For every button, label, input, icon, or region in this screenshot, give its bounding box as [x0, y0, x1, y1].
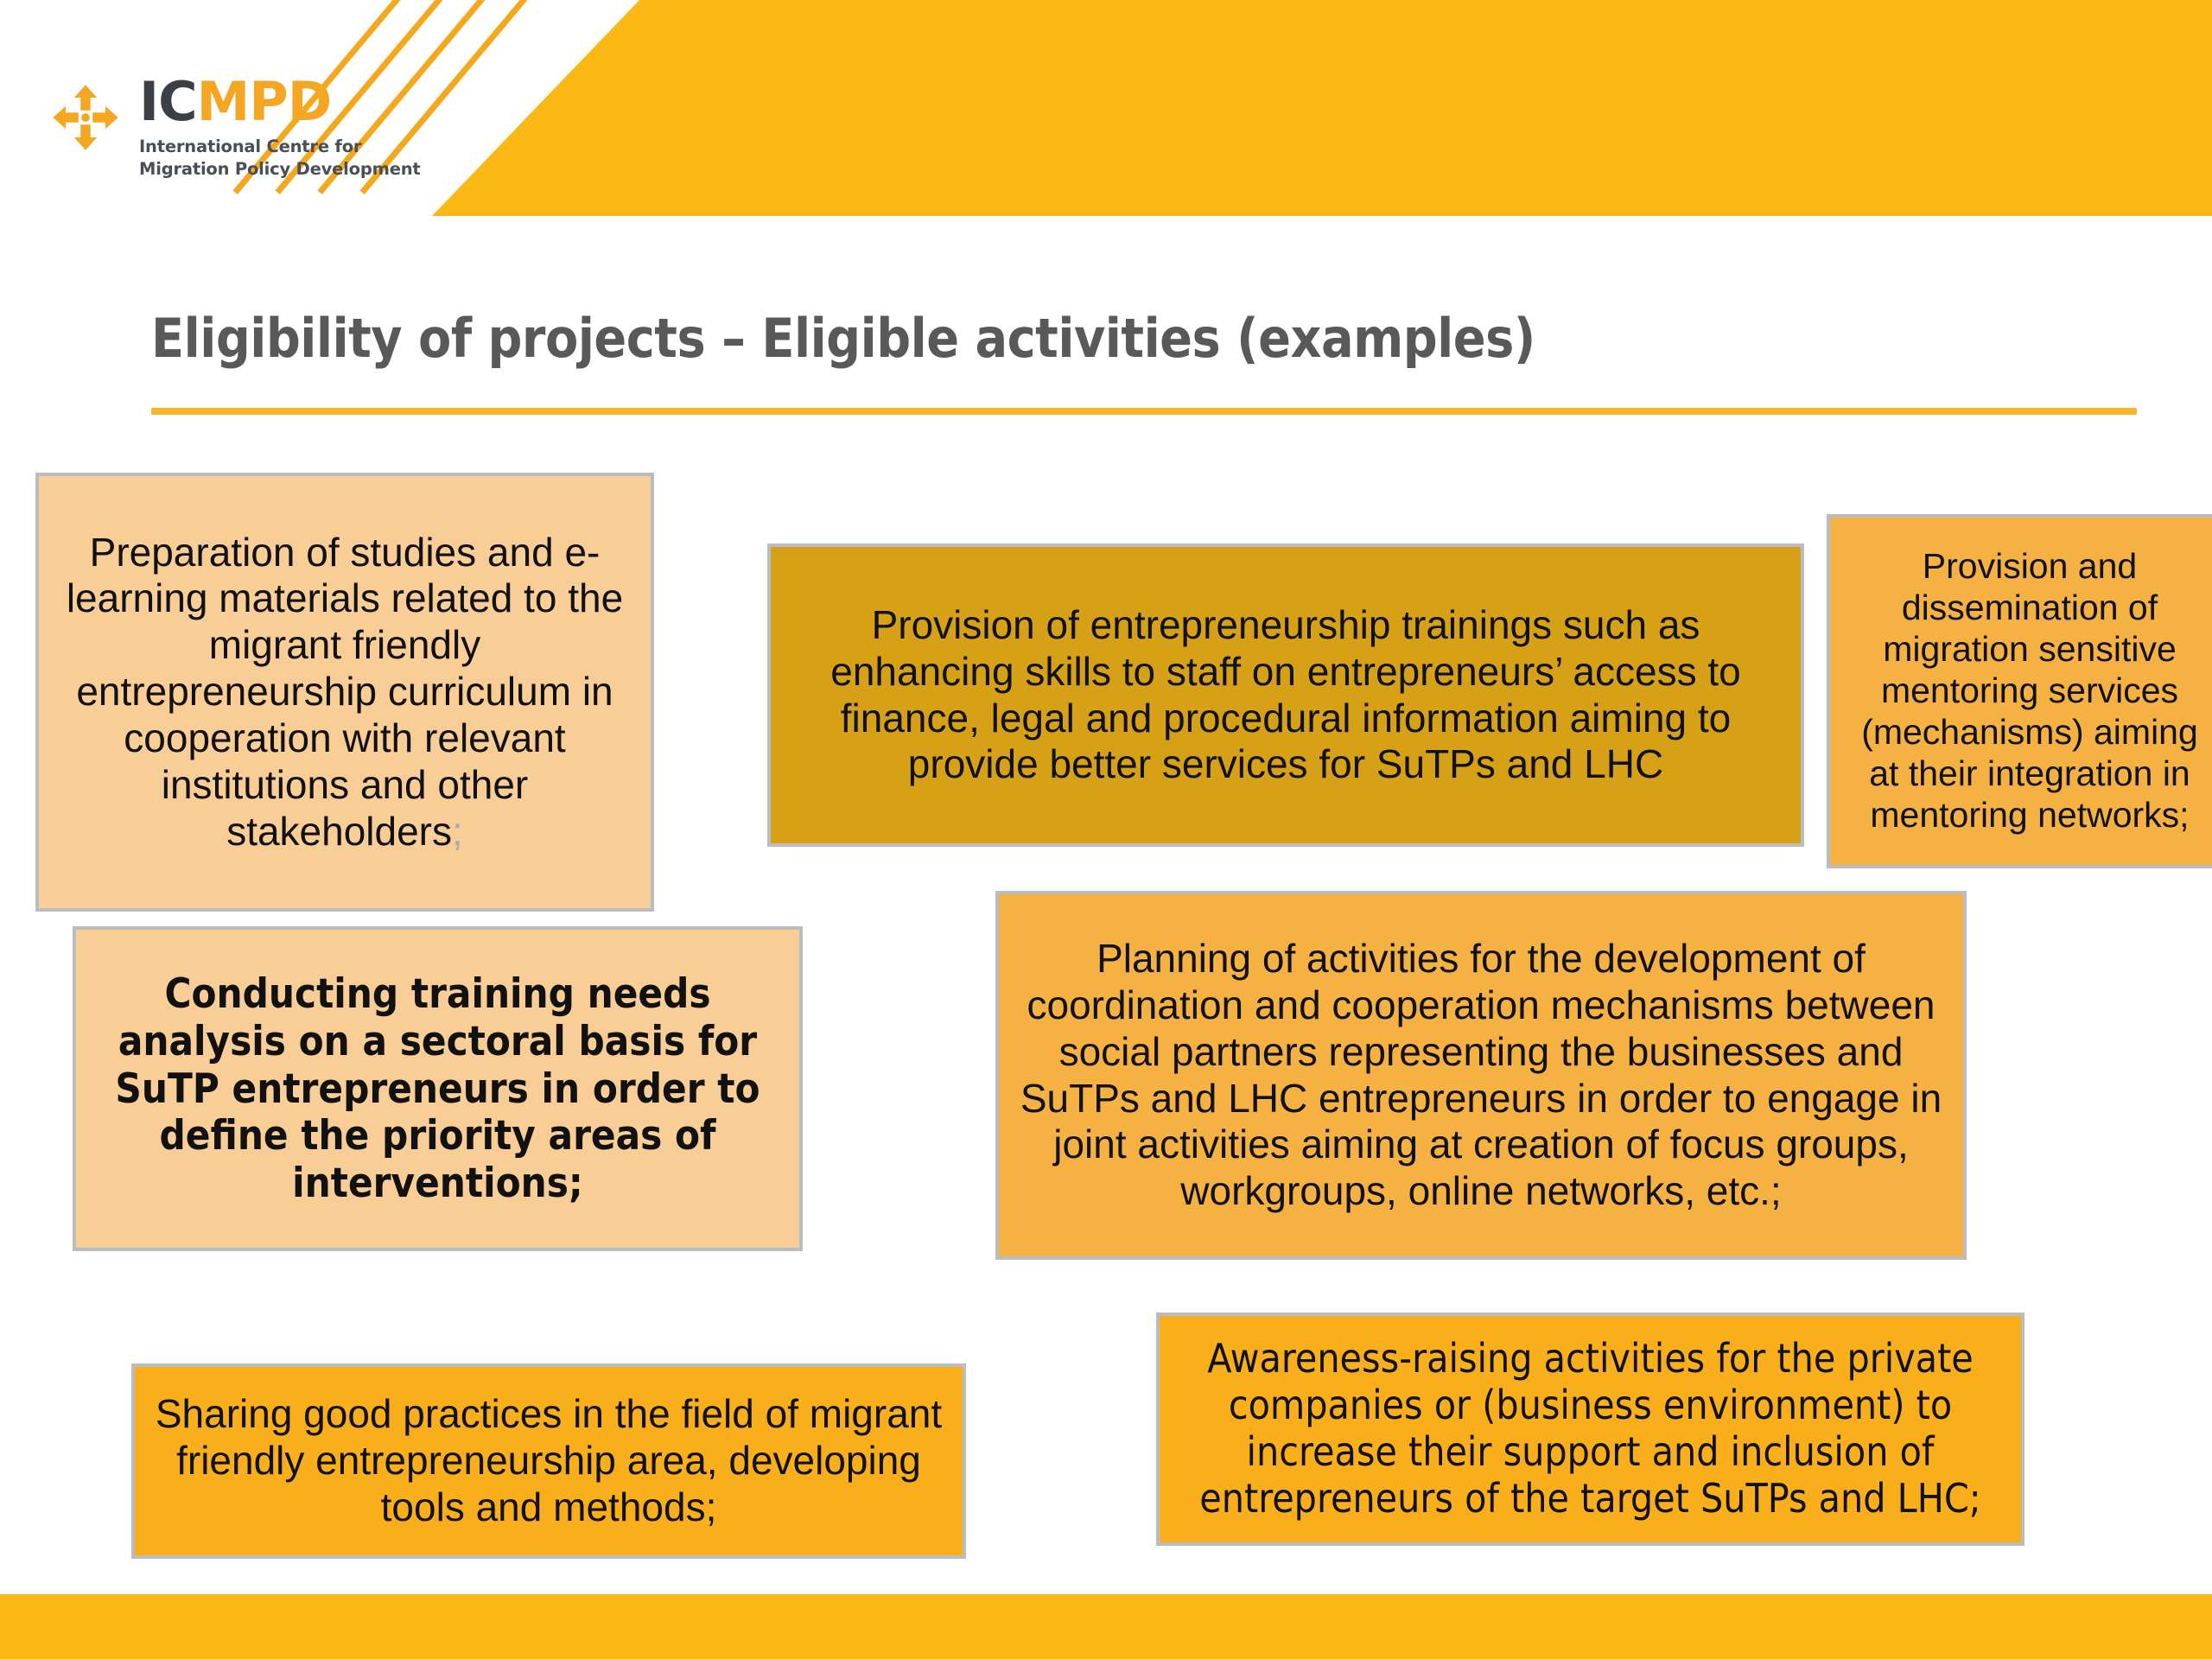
activity-box-sharing-text: Sharing good practices in the field of m… [155, 1391, 943, 1529]
four-way-arrow-icon [50, 82, 121, 153]
logo-subtitle: International Centre for Migration Polic… [139, 136, 424, 181]
banner-orange-shape [432, 0, 2212, 216]
footer-orange-bar [0, 1594, 2212, 1659]
page-title: Eligibility of projects – Eligible activ… [151, 307, 1535, 370]
activity-box-training-needs-text: Conducting training needs analysis on a … [115, 969, 760, 1208]
activity-box-awareness-text: Awareness-raising activities for the pri… [1199, 1335, 1981, 1522]
title-underline-rule [151, 408, 2137, 415]
activity-box-training-needs[interactable]: Conducting training needs analysis on a … [73, 926, 803, 1251]
activity-box-preparation[interactable]: Preparation of studies and e-learning ma… [35, 473, 654, 912]
logo-word-mpd: MPD [196, 70, 333, 133]
activity-box-preparation-text: Preparation of studies and e-learning ma… [66, 529, 624, 854]
activity-box-planning-text: Planning of activities for the developme… [1020, 936, 1942, 1214]
activity-box-mentoring-text: Provision and dissemination of migration… [1861, 546, 2198, 835]
activity-box-mentoring[interactable]: Provision and dissemination of migration… [1827, 514, 2212, 868]
activity-box-trainings[interactable]: Provision of entrepreneurship trainings … [767, 543, 1804, 847]
activity-box-planning[interactable]: Planning of activities for the developme… [995, 891, 1967, 1260]
activity-box-trainings-text: Provision of entrepreneurship trainings … [830, 601, 1741, 787]
logo-word-ic: IC [139, 70, 198, 133]
logo-subtitle-line-1: International Centre for [139, 137, 362, 156]
icmpd-logo: ICMPD International Centre for Migration… [50, 75, 421, 203]
logo-subtitle-line-2: Migration Policy Development [139, 158, 421, 179]
header-banner [0, 0, 2212, 216]
logo-wordmark: ICMPD [139, 75, 332, 129]
activity-box-awareness[interactable]: Awareness-raising activities for the pri… [1156, 1313, 2024, 1546]
trailing-semicolon: ; [452, 808, 463, 854]
activity-box-sharing[interactable]: Sharing good practices in the field of m… [131, 1363, 966, 1559]
